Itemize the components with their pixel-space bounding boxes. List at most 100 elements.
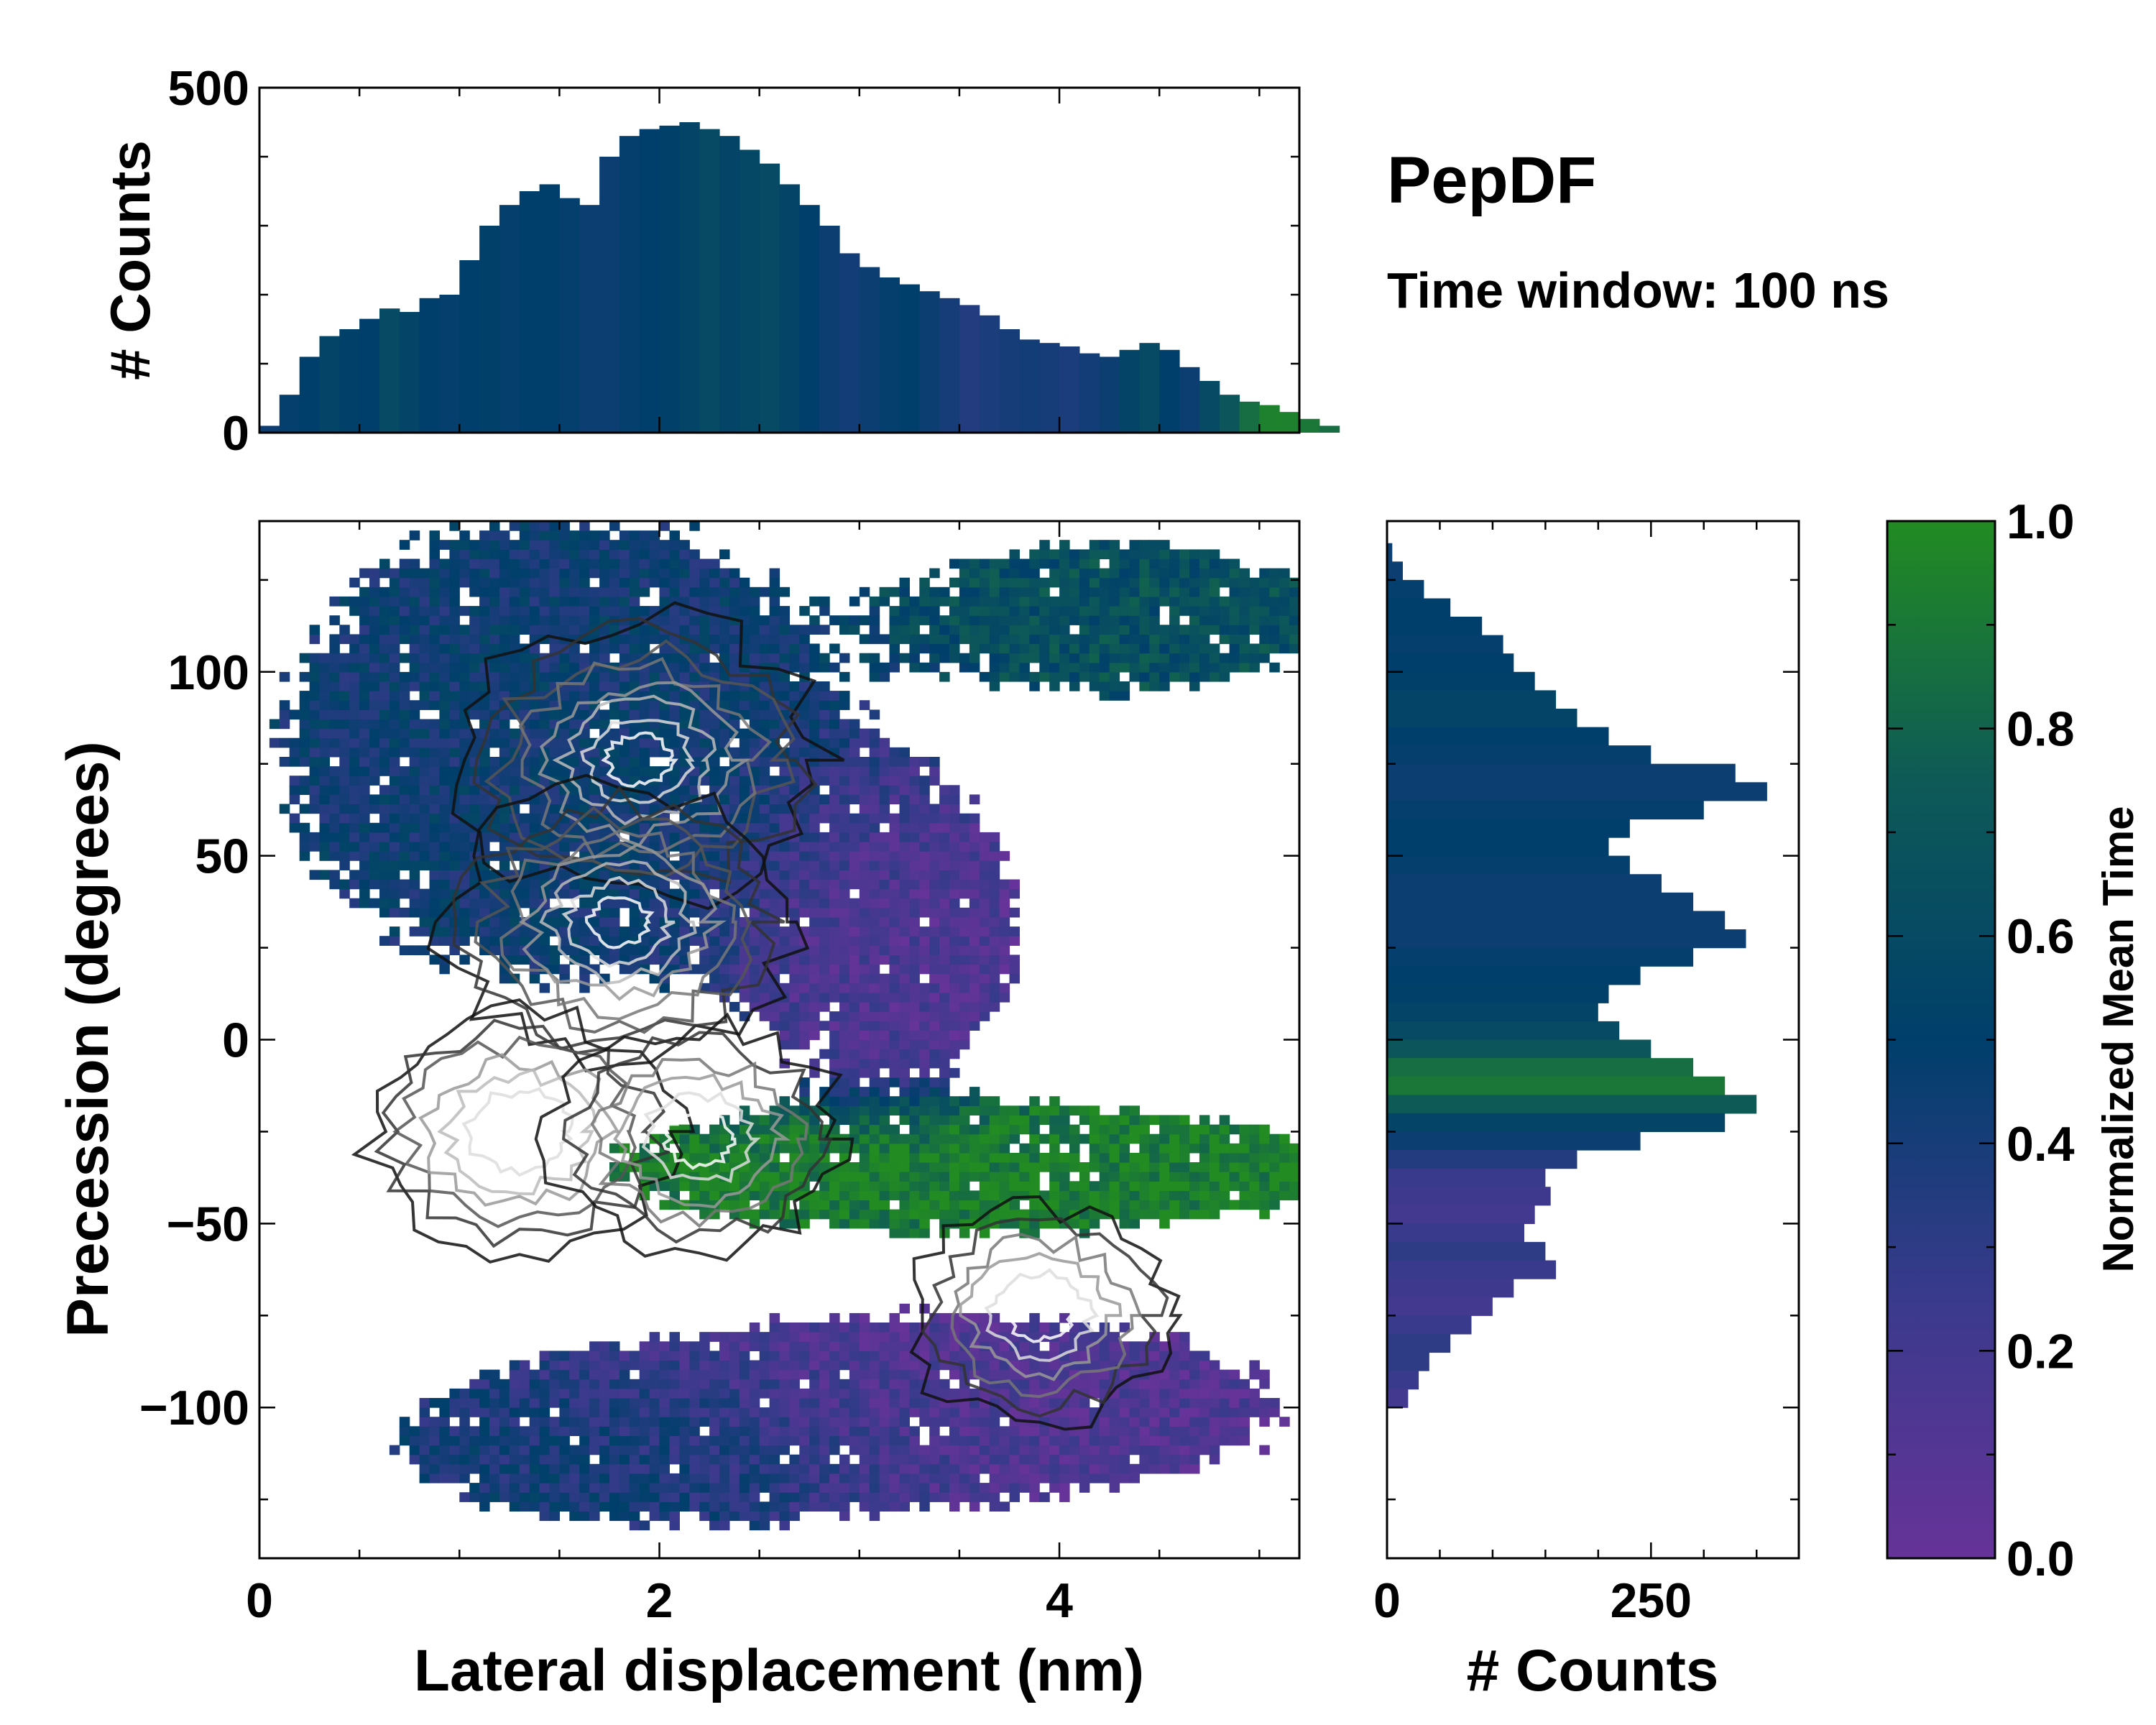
- heatmap-cell: [769, 926, 780, 937]
- heatmap-cell: [809, 1398, 820, 1408]
- heatmap-cell: [659, 1511, 670, 1522]
- heatmap-cell: [799, 1388, 810, 1399]
- heatmap-cell: [609, 907, 620, 918]
- heatmap-cell: [609, 1143, 620, 1154]
- heatmap-cell: [1199, 1162, 1210, 1172]
- heatmap-cell: [859, 1322, 870, 1333]
- heatmap-cell: [869, 1077, 880, 1087]
- heatmap-cell: [939, 888, 950, 899]
- heatmap-cell: [939, 1133, 950, 1144]
- heatmap-cell: [659, 643, 670, 654]
- heatmap-cell: [789, 1398, 800, 1408]
- heatmap-cell: [409, 851, 420, 861]
- heatmap-cell: [639, 1473, 650, 1484]
- heatmap-cell: [889, 992, 900, 1003]
- heatmap-cell: [889, 851, 900, 861]
- heatmap-cell: [539, 1445, 550, 1455]
- heatmap-cell: [1089, 1332, 1100, 1342]
- heatmap-cell: [959, 1332, 970, 1342]
- heatmap-cell: [799, 1341, 810, 1351]
- heatmap-cell: [689, 737, 700, 748]
- heatmap-cell: [929, 1190, 940, 1201]
- heatmap-cell: [809, 691, 820, 701]
- heatmap-cell: [809, 643, 820, 654]
- heatmap-cell: [489, 700, 500, 710]
- heatmap-cell: [409, 1426, 420, 1436]
- heatmap: [269, 521, 1299, 1531]
- heatmap-cell: [429, 1454, 440, 1465]
- heatmap-cell: [969, 1209, 980, 1220]
- heatmap-cell: [979, 888, 990, 899]
- heatmap-cell: [869, 898, 880, 908]
- heatmap-cell: [719, 870, 730, 880]
- heatmap-cell: [899, 1463, 910, 1474]
- heatmap-cell: [1089, 1463, 1100, 1474]
- heatmap-cell: [689, 653, 700, 663]
- heatmap-cell: [579, 1511, 590, 1522]
- heatmap-cell: [639, 1463, 650, 1474]
- heatmap-cell: [549, 945, 560, 955]
- heatmap-cell: [899, 1435, 910, 1446]
- heatmap-cell: [1249, 1190, 1260, 1201]
- heatmap-cell: [809, 1172, 820, 1182]
- heatmap-cell: [979, 1152, 990, 1163]
- heatmap-cell: [859, 1341, 870, 1351]
- heatmap-cell: [999, 1445, 1010, 1455]
- heatmap-cell: [839, 700, 850, 710]
- heatmap-cell: [689, 1152, 700, 1163]
- heatmap-cell: [459, 643, 470, 654]
- heatmap-cell: [539, 1360, 550, 1371]
- heatmap-cell: [799, 964, 810, 975]
- heatmap-cell: [1129, 1398, 1140, 1408]
- heatmap-cell: [969, 653, 980, 663]
- heatmap-cell: [1219, 1162, 1230, 1172]
- heatmap-cell: [1089, 671, 1100, 682]
- heatmap-cell: [979, 1351, 990, 1361]
- heatmap-cell: [569, 1398, 580, 1408]
- heatmap-cell: [1149, 1152, 1160, 1163]
- heatmap-cell: [699, 822, 710, 833]
- heatmap-cell: [309, 700, 321, 710]
- heatmap-cell: [319, 870, 330, 880]
- heatmap-cell: [1019, 1454, 1030, 1465]
- heatmap-cell: [709, 813, 720, 824]
- heatmap-cell: [879, 851, 890, 861]
- heatmap-cell: [479, 719, 490, 730]
- heatmap-cell: [509, 1501, 520, 1512]
- heatmap-cell: [849, 1115, 860, 1126]
- heatmap-cell: [889, 1473, 900, 1484]
- heatmap-cell: [769, 671, 780, 682]
- heatmap-cell: [1059, 1124, 1070, 1135]
- heatmap-cell: [1219, 1181, 1230, 1191]
- heatmap-cell: [389, 936, 400, 946]
- heatmap-cell: [829, 917, 840, 927]
- heatmap-cell: [779, 879, 790, 890]
- heatmap-cell: [759, 681, 770, 691]
- heatmap-cell: [409, 757, 420, 767]
- heatmap-cell: [709, 1181, 720, 1191]
- heatmap-cell: [1019, 1473, 1030, 1484]
- heatmap-cell: [339, 681, 350, 691]
- heatmap-cell: [609, 813, 620, 824]
- heatmap-cell: [859, 737, 870, 748]
- heatmap-cell: [1149, 1417, 1160, 1427]
- heatmap-cell: [429, 804, 440, 814]
- heatmap-cell: [709, 1133, 720, 1144]
- heatmap-cell: [349, 898, 360, 908]
- heatmap-cell: [879, 1077, 890, 1087]
- heatmap-cell: [759, 898, 770, 908]
- heatmap-cell: [399, 1435, 410, 1446]
- heatmap-cell: [309, 662, 321, 673]
- heatmap-cell: [1259, 625, 1270, 635]
- heatmap-cell: [909, 1162, 920, 1172]
- heatmap-cell: [889, 1332, 900, 1342]
- heatmap-cell: [449, 747, 460, 758]
- heatmap-cell: [1169, 653, 1180, 663]
- heatmap-cell: [609, 1417, 620, 1427]
- heatmap-cell: [809, 898, 820, 908]
- heatmap-cell: [799, 888, 810, 899]
- heatmap-cell: [979, 1492, 990, 1502]
- heatmap-cell: [929, 973, 940, 984]
- heatmap-cell: [1169, 1426, 1180, 1436]
- heatmap-cell: [999, 1181, 1010, 1191]
